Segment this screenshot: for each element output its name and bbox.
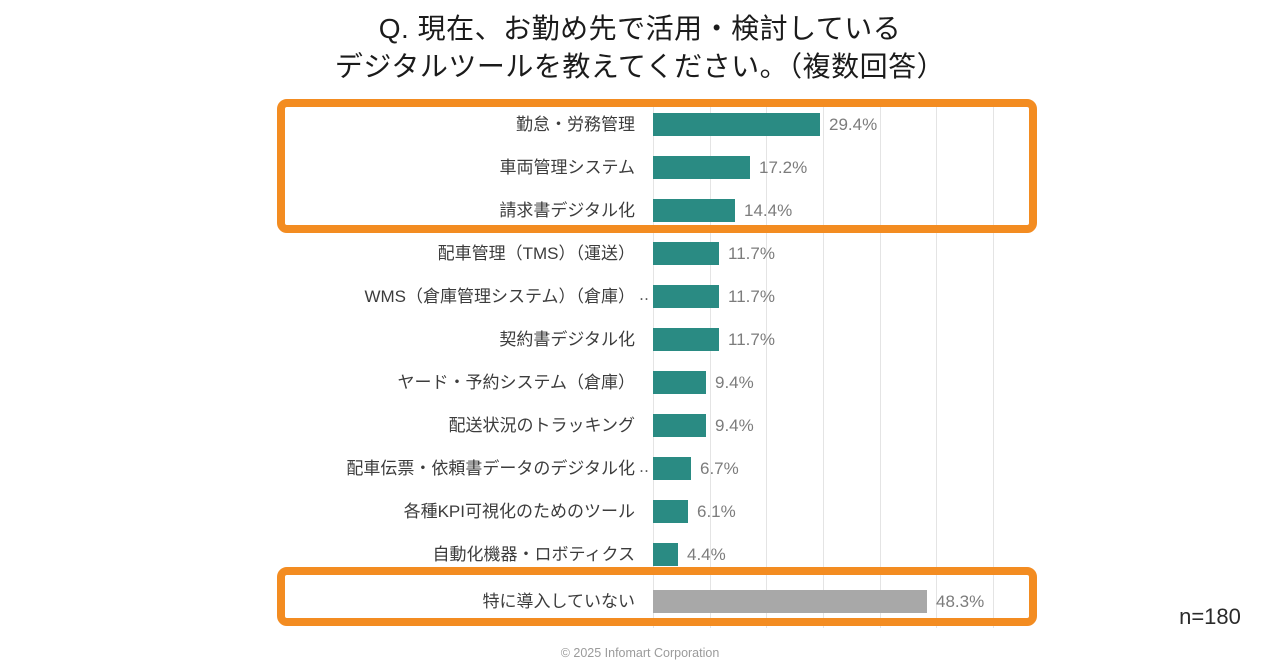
bar-category-label: 契約書デジタル化 <box>499 330 635 349</box>
gridline <box>653 100 654 628</box>
bar-value-label: 48.3% <box>936 592 985 611</box>
bar-row: 車両管理システム 17.2% <box>278 146 1038 189</box>
bar <box>653 113 820 136</box>
bar <box>653 414 706 437</box>
chart-title: Q. 現在、お勤め先で活用・検討している デジタルツールを教えてください。（複数… <box>0 10 1280 86</box>
chart-title-line2: デジタルツールを教えてください。（複数回答） <box>334 51 946 82</box>
bar <box>653 156 750 179</box>
gridline <box>936 100 937 628</box>
bar-category-label: WMS（倉庫管理システム）（倉庫） <box>364 287 635 306</box>
gridline <box>993 100 994 628</box>
bar-row: 勤怠・労務管理 29.4% <box>278 103 1038 146</box>
bar-value-label: 6.7% <box>700 459 739 478</box>
bar <box>653 457 691 480</box>
bar <box>653 543 678 566</box>
bar <box>653 500 688 523</box>
bar-value-label: 4.4% <box>687 545 726 564</box>
bar-row: 配車管理（TMS）（運送） 11.7% <box>278 232 1038 275</box>
bar-value-label: 14.4% <box>744 201 793 220</box>
truncation-dots: ‥ <box>638 287 649 304</box>
bar-value-label: 11.7% <box>728 330 775 349</box>
bar-row: 自動化機器・ロボティクス 4.4% <box>278 533 1038 576</box>
bar-category-label: 配車伝票・依頼書データのデジタル化 <box>346 459 635 478</box>
bar-category-label: 配車管理（TMS）（運送） <box>437 244 635 263</box>
bar <box>653 242 719 265</box>
bar-chart: 勤怠・労務管理 29.4% 車両管理システム 17.2% 請求書デジタル化 14.4% 配車… <box>278 100 1038 628</box>
bar-category-label: ヤード・予約システム（倉庫） <box>397 373 636 392</box>
bar-row: 配車伝票・依頼書データのデジタル化 ‥ 6.7% <box>278 447 1038 490</box>
chart-title-line1: Q. 現在、お勤め先で活用・検討している <box>378 13 902 44</box>
bar-value-label: 11.7% <box>728 244 775 263</box>
bar-category-label: 請求書デジタル化 <box>499 201 635 220</box>
bar-category-label: 配送状況のトラッキング <box>448 416 636 435</box>
gridline <box>823 100 824 628</box>
bar <box>653 371 706 394</box>
truncation-dots: ‥ <box>638 459 649 476</box>
copyright-text: © 2025 Infomart Corporation <box>560 646 720 660</box>
gridline <box>766 100 767 628</box>
bar-value-label: 29.4% <box>829 115 878 134</box>
bar-value-label: 6.1% <box>697 502 736 521</box>
bar-value-label: 9.4% <box>715 416 754 435</box>
bar-category-label: 勤怠・労務管理 <box>516 115 635 134</box>
bar-row: 配送状況のトラッキング 9.4% <box>278 404 1038 447</box>
sample-size-label: n=180 <box>1179 604 1241 629</box>
bar <box>653 285 719 308</box>
bar-category-label: 車両管理システム <box>499 158 636 177</box>
bar-category-label: 特に導入していない <box>482 592 636 611</box>
bar <box>653 328 719 351</box>
bar-category-label: 各種KPI可視化のためのツール <box>403 502 635 521</box>
bar <box>653 590 927 613</box>
gridline <box>710 100 711 628</box>
bar-row: WMS（倉庫管理システム）（倉庫） ‥ 11.7% <box>278 275 1038 318</box>
bar-value-label: 9.4% <box>715 373 754 392</box>
bar <box>653 199 735 222</box>
bar-value-label: 17.2% <box>759 158 808 177</box>
bar-row: 特に導入していない 48.3% <box>278 580 1038 623</box>
bar-row: 請求書デジタル化 14.4% <box>278 189 1038 232</box>
bar-row: 契約書デジタル化 11.7% <box>278 318 1038 361</box>
bar-row: ヤード・予約システム（倉庫） 9.4% <box>278 361 1038 404</box>
gridline <box>880 100 881 628</box>
bar-row: 各種KPI可視化のためのツール 6.1% <box>278 490 1038 533</box>
bar-value-label: 11.7% <box>728 287 775 306</box>
bar-category-label: 自動化機器・ロボティクス <box>432 545 635 564</box>
